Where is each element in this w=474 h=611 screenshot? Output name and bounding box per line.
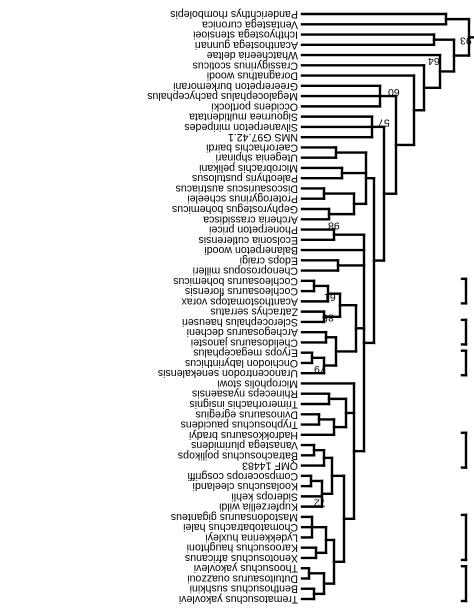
support-value: 61 bbox=[324, 291, 336, 303]
taxon-label: Paleothyris pustulosus bbox=[192, 172, 298, 184]
taxon-label: Cochleosaurus bohemicus bbox=[173, 275, 298, 287]
taxon-label: Ichthyostega stensioei bbox=[193, 29, 298, 41]
taxon-label: Utegenia shpinari bbox=[216, 152, 298, 164]
tree-branches bbox=[300, 12, 474, 603]
taxon-label: Siderops kehli bbox=[231, 490, 298, 502]
taxon-label: Chomatobatrachus halei bbox=[183, 521, 298, 533]
support-value: 57 bbox=[378, 117, 390, 129]
taxon-label: Zatrachys serratus bbox=[210, 306, 298, 318]
taxon-label: Onchiodon labyrinthicus bbox=[185, 357, 298, 369]
taxon-label: Trematosuchus yakovlevi bbox=[179, 593, 298, 605]
taxon-label: Karoosuchus haughtoni bbox=[187, 542, 298, 554]
taxon-label: Sigournea multidentata bbox=[189, 111, 298, 123]
taxon-label: Uranocentrodon senekalensis bbox=[158, 367, 298, 379]
taxon-label: Koolasuchus cleelandi bbox=[193, 480, 298, 492]
taxon-label: Ventastega curonica bbox=[202, 18, 298, 30]
taxon-label: Rhineceps nyasaensis bbox=[192, 388, 298, 400]
taxon-label: Dvinosaurus egregius bbox=[196, 408, 298, 420]
taxon-label: Sclerocephalus haeuseri bbox=[182, 316, 298, 328]
support-value: 85 bbox=[322, 312, 334, 324]
taxon-label: Edops craigi bbox=[240, 254, 298, 266]
support-values: 72 79 85 61 98 57 60 64 93 bbox=[314, 35, 472, 509]
taxon-label: Archeria crassidisca bbox=[203, 213, 298, 225]
taxon-label: Compsocerops cosgriffi bbox=[188, 470, 299, 482]
taxon-label: Dutuitosaurus ouazzoui bbox=[187, 572, 298, 584]
taxon-label: Discosauriscus austriacus bbox=[176, 182, 298, 194]
taxon-label: Occidens portlocki bbox=[211, 100, 298, 112]
taxon-label: Vanastega plurimidens bbox=[191, 439, 298, 451]
taxon-label: Microbrachis pelikani bbox=[199, 162, 298, 174]
support-value: 98 bbox=[328, 219, 340, 231]
taxon-label: Whatcheeria deltae bbox=[207, 49, 298, 61]
support-value: 60 bbox=[388, 86, 400, 98]
taxon-label: Lydekkerina huxleyi bbox=[205, 531, 298, 543]
taxon-label: Benthosuchus sushkini bbox=[190, 583, 298, 595]
taxon-label: Proterogyrinus scheelei bbox=[187, 193, 298, 205]
support-value: 72 bbox=[314, 496, 326, 508]
taxon-label: Hadrokkosaurus bradyi bbox=[189, 429, 298, 441]
taxon-label: Phonerpeton pricei bbox=[209, 224, 298, 236]
taxon-label: Megalocephalus pachycephalus bbox=[147, 90, 298, 102]
taxon-label: Cochleosaurus florensis bbox=[185, 285, 298, 297]
taxon-label: Panderichthys rhombolepis bbox=[170, 8, 298, 20]
taxon-label: Thoosuchus yakovlevi bbox=[194, 562, 298, 574]
taxon-label: Silvanerpeton miripedes bbox=[184, 121, 298, 133]
taxon-label: Gephyrostegus bohemicus bbox=[172, 203, 298, 215]
taxon-label: Chelidosaurus janostei bbox=[191, 336, 298, 348]
taxon-label: Batrachosuchus pojlikops bbox=[178, 449, 298, 461]
taxon-label: Eryops megacephalus bbox=[193, 347, 298, 359]
support-value: 79 bbox=[314, 363, 326, 375]
taxon-label: Trimerorhachis insignis bbox=[189, 398, 298, 410]
taxon-label: Balanerpeton woodi bbox=[204, 244, 298, 256]
taxon-label: Acanthostega gunnari bbox=[195, 39, 298, 51]
support-value: 64 bbox=[428, 55, 440, 67]
taxon-label: Crassigyrinus scoticus bbox=[193, 59, 298, 71]
taxon-label: NMS G97.42.1 bbox=[228, 131, 298, 143]
taxon-label: Doragnathus woodi bbox=[207, 70, 298, 82]
taxon-label: Kupferzellia wildi bbox=[219, 501, 298, 513]
support-value: 93 bbox=[460, 35, 472, 47]
taxon-label: Archegosaurus decheni bbox=[187, 326, 298, 338]
taxon-label: Mastodonsaurus giganteus bbox=[171, 511, 298, 523]
taxon-label: Micropholis stowi bbox=[217, 377, 298, 389]
taxon-label: Caerorhachis bairdi bbox=[206, 141, 298, 153]
taxon-label: Acanthostomatops vorax bbox=[181, 295, 298, 307]
taxon-label: Xenotosuchus africanus bbox=[185, 552, 298, 564]
taxon-label: Greererpeton burkemorani bbox=[173, 80, 298, 92]
taxon-label: Tryphosuchus paucidens bbox=[181, 419, 298, 431]
taxon-label: Chenoprosopus milleri bbox=[193, 265, 298, 277]
taxon-label: QMF 14483 bbox=[242, 460, 298, 472]
taxon-label: Ecolsonia cutlerensis bbox=[198, 234, 298, 246]
